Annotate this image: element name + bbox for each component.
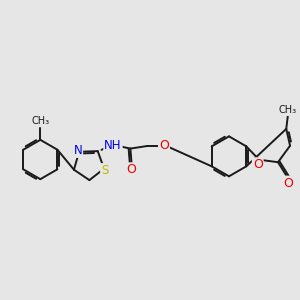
- Text: CH₃: CH₃: [31, 116, 50, 127]
- Text: S: S: [101, 164, 108, 177]
- Text: N: N: [74, 144, 82, 157]
- Text: CH₃: CH₃: [279, 105, 297, 115]
- Text: O: O: [283, 177, 293, 190]
- Text: NH: NH: [104, 139, 122, 152]
- Text: O: O: [159, 139, 169, 152]
- Text: O: O: [253, 158, 263, 171]
- Text: O: O: [127, 163, 136, 176]
